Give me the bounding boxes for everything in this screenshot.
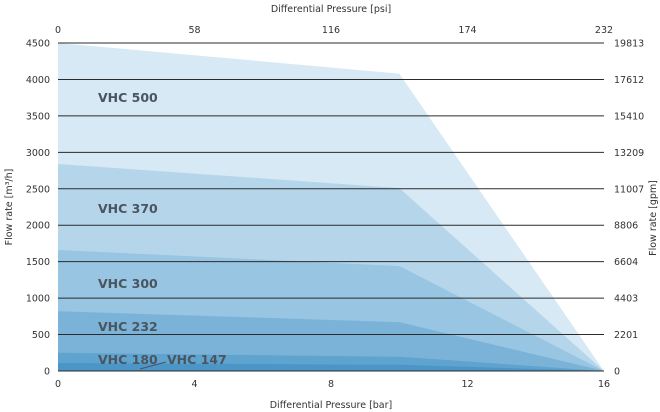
label-vhc-500: VHC 500: [98, 90, 158, 105]
y-tick-label: 4000: [26, 75, 50, 86]
y-tick-label: 0: [44, 367, 50, 378]
y2-tick-label: 4403: [614, 294, 638, 305]
y-tick-label: 3500: [26, 111, 50, 122]
y2-tick-label: 0: [614, 367, 620, 378]
y2-tick-label: 15410: [614, 111, 644, 122]
y2-tick-label: 11007: [614, 184, 644, 195]
y2-tick-label: 6604: [614, 257, 638, 268]
label-vhc-370: VHC 370: [98, 201, 158, 216]
x-axis-title: Differential Pressure [bar]: [270, 400, 393, 411]
y-tick-label: 1500: [26, 257, 50, 268]
y-tick-label: 4500: [26, 39, 50, 50]
label-vhc-180: VHC 180: [98, 352, 158, 367]
y-axis-title: Flow rate [m³/h]: [4, 169, 15, 246]
y2-tick-label: 13209: [614, 148, 644, 159]
gridlines: [58, 42, 604, 372]
label-vhc-232: VHC 232: [98, 319, 158, 334]
y-tick-label: 2000: [26, 221, 50, 232]
y2-tick-label: 2201: [614, 330, 638, 341]
x-tick-label: 4: [191, 379, 197, 390]
x2-tick-label: 174: [458, 25, 476, 36]
x-tick-label: 16: [598, 379, 610, 390]
area-vhc-147: [58, 362, 604, 371]
leader-line-vhc-147: [139, 361, 167, 370]
y-tick-label: 2500: [26, 184, 50, 195]
y2-axis-title: Flow rate [gpm]: [648, 180, 659, 256]
x2-tick-label: 232: [595, 25, 613, 36]
y2-tick-label: 19813: [614, 39, 644, 50]
label-vhc-147: VHC 147: [167, 352, 227, 367]
x2-tick-label: 0: [55, 25, 61, 36]
x2-tick-label: 58: [188, 25, 200, 36]
label-vhc-300: VHC 300: [98, 276, 158, 291]
y2-tick-label: 17612: [614, 75, 644, 86]
y-tick-label: 3000: [26, 148, 50, 159]
x2-axis-title: Differential Pressure [psi]: [271, 4, 391, 15]
series-labels: VHC 500 VHC 370 VHC 300 VHC 232 VHC 180 VHC 1…: [98, 90, 227, 370]
y-tick-label: 500: [32, 330, 50, 341]
y2-tick-label: 8806: [614, 221, 638, 232]
x-tick-label: 12: [461, 379, 473, 390]
y-tick-label: 1000: [26, 294, 50, 305]
x2-tick-label: 116: [322, 25, 340, 36]
series-areas: [58, 43, 604, 371]
x-tick-label: 8: [328, 379, 334, 390]
x-tick-label: 0: [55, 379, 61, 390]
